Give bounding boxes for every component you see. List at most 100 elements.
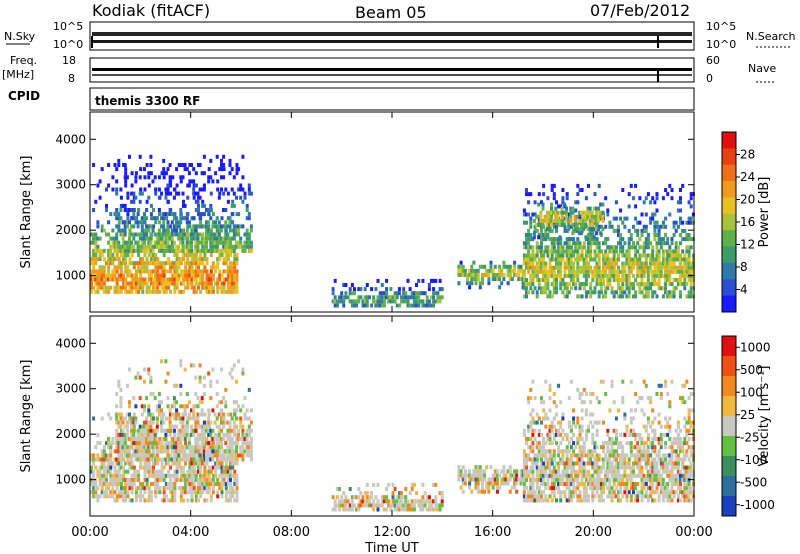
scatter-cell bbox=[111, 244, 115, 249]
scatter-cell bbox=[209, 457, 213, 462]
scatter-cell bbox=[224, 269, 228, 274]
scatter-cell bbox=[132, 453, 136, 458]
scatter-cell bbox=[333, 499, 337, 504]
scatter-cell bbox=[632, 196, 635, 201]
scatter-cell bbox=[374, 503, 378, 508]
scatter-cell bbox=[527, 494, 531, 499]
scatter-cell bbox=[404, 295, 408, 300]
scatter-cell bbox=[646, 286, 650, 291]
scatter-cell bbox=[128, 232, 131, 237]
scatter-cell bbox=[211, 240, 215, 245]
scatter-cell bbox=[687, 216, 691, 221]
scatter-cell bbox=[149, 253, 153, 257]
scatter-cell bbox=[342, 295, 346, 300]
scatter-cell bbox=[567, 486, 571, 491]
scatter-cell bbox=[544, 233, 548, 237]
scatter-cell bbox=[402, 507, 406, 512]
scatter-cell bbox=[389, 295, 393, 300]
scatter-cell bbox=[574, 473, 578, 478]
scatter-cell bbox=[169, 232, 173, 237]
scatter-cell bbox=[572, 237, 576, 242]
scatter-cell bbox=[529, 465, 533, 470]
scatter-cell bbox=[192, 232, 196, 237]
scatter-cell bbox=[588, 227, 592, 232]
scatter-cell bbox=[625, 249, 629, 254]
scatter-cell bbox=[457, 469, 461, 474]
scatter-cell bbox=[584, 392, 588, 396]
scatter-cell bbox=[522, 220, 526, 225]
scatter-cell bbox=[676, 245, 680, 250]
scatter-cell bbox=[440, 503, 444, 508]
scatter-cell bbox=[125, 457, 129, 462]
scatter-cell bbox=[527, 396, 531, 401]
scatter-cell bbox=[154, 273, 158, 278]
scatter-cell bbox=[184, 441, 188, 446]
scatter-cell bbox=[151, 216, 155, 221]
scatter-cell bbox=[535, 482, 539, 486]
scatter-cell bbox=[610, 269, 614, 274]
scatter-cell bbox=[185, 428, 189, 433]
scatter-cell bbox=[168, 457, 172, 462]
scatter-cell bbox=[557, 241, 561, 246]
scatter-cell bbox=[222, 281, 226, 286]
scatter-cell bbox=[548, 494, 552, 499]
scatter-cell bbox=[587, 494, 590, 499]
scatter-cell bbox=[109, 212, 113, 217]
scatter-cell bbox=[685, 282, 689, 287]
scatter-cell bbox=[535, 249, 539, 254]
scatter-cell bbox=[186, 183, 190, 188]
scatter-cell bbox=[655, 282, 659, 287]
scatter-cell bbox=[591, 449, 595, 454]
scatter-cell bbox=[584, 494, 588, 499]
scatter-cell bbox=[610, 249, 614, 254]
scatter-cell bbox=[132, 208, 136, 212]
scatter-cell bbox=[365, 299, 369, 304]
scatter-cell bbox=[177, 445, 181, 450]
scatter-cell bbox=[584, 477, 588, 482]
scatter-cell bbox=[535, 245, 539, 250]
scatter-cell bbox=[226, 469, 230, 474]
scatter-cell bbox=[506, 477, 510, 482]
scatter-cell bbox=[145, 498, 149, 503]
scatter-cell bbox=[483, 477, 487, 482]
scatter-cell bbox=[175, 400, 179, 405]
scatter-cell bbox=[207, 469, 211, 474]
scatter-cell bbox=[117, 490, 121, 495]
scatter-cell bbox=[519, 268, 523, 273]
scatter-cell bbox=[400, 491, 404, 496]
scatter-cell bbox=[111, 187, 115, 192]
scatter-cell bbox=[636, 233, 640, 237]
scatter-cell bbox=[96, 269, 100, 274]
scatter-cell bbox=[90, 277, 93, 282]
scatter-cell bbox=[141, 482, 145, 486]
scatter-cell bbox=[181, 449, 185, 454]
scatter-cell bbox=[230, 187, 234, 192]
scatter-cell bbox=[162, 248, 166, 253]
scatter-cell bbox=[172, 412, 176, 417]
scatter-cell bbox=[676, 249, 680, 254]
scatter-cell bbox=[182, 465, 185, 470]
scatter-cell bbox=[348, 503, 352, 508]
scatter-cell bbox=[185, 228, 189, 233]
scatter-cell bbox=[617, 224, 620, 229]
scatter-cell bbox=[380, 495, 384, 500]
scatter-cell bbox=[555, 428, 558, 433]
scatter-cell bbox=[132, 199, 136, 204]
scatter-cell bbox=[126, 191, 130, 196]
scatter-cell bbox=[145, 244, 149, 249]
scatter-cell bbox=[190, 469, 194, 474]
scatter-cell bbox=[372, 482, 376, 487]
scatter-cell bbox=[183, 236, 187, 241]
scatter-cell bbox=[183, 203, 187, 208]
scatter-cell bbox=[190, 486, 194, 491]
scatter-cell bbox=[587, 469, 590, 474]
scatter-cell bbox=[427, 299, 431, 304]
scatter-cell bbox=[224, 498, 228, 503]
scatter-cell bbox=[194, 257, 198, 262]
scatter-cell bbox=[533, 420, 537, 425]
scatter-cell bbox=[434, 499, 438, 504]
scatter-cell bbox=[226, 244, 230, 249]
scatter-cell bbox=[220, 457, 223, 462]
scatter-cell bbox=[171, 473, 175, 478]
scatter-cell bbox=[537, 432, 541, 437]
